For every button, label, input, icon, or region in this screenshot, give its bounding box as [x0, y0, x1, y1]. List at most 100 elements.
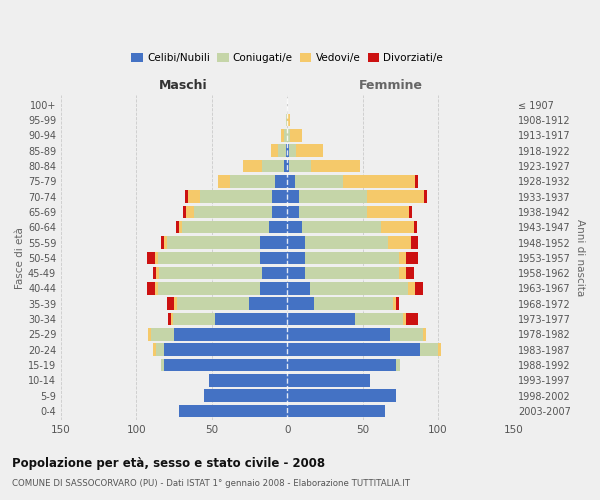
Bar: [159, 267, 262, 280]
Bar: [182, 221, 269, 234]
Bar: [186, 206, 194, 218]
Bar: [287, 144, 289, 157]
Bar: [250, 298, 287, 310]
Bar: [367, 190, 424, 203]
Bar: [287, 313, 355, 326]
Bar: [299, 206, 367, 218]
Bar: [287, 175, 295, 188]
Bar: [174, 328, 287, 340]
Text: Maschi: Maschi: [159, 79, 208, 92]
Bar: [167, 298, 174, 310]
Bar: [174, 298, 177, 310]
Bar: [167, 236, 260, 249]
Bar: [272, 190, 287, 203]
Bar: [415, 282, 423, 294]
Bar: [284, 160, 287, 172]
Bar: [179, 404, 287, 417]
Bar: [411, 236, 418, 249]
Bar: [403, 313, 406, 326]
Bar: [200, 190, 272, 203]
Bar: [286, 114, 287, 126]
Bar: [438, 344, 441, 356]
Bar: [284, 129, 287, 141]
Bar: [171, 313, 173, 326]
Bar: [173, 313, 215, 326]
Bar: [310, 282, 408, 294]
Bar: [355, 313, 403, 326]
Bar: [161, 358, 164, 372]
Bar: [287, 236, 305, 249]
Bar: [262, 160, 284, 172]
Bar: [367, 206, 409, 218]
Bar: [289, 144, 296, 157]
Bar: [185, 190, 188, 203]
Text: COMUNE DI SASSOCORVARO (PU) - Dati ISTAT 1° gennaio 2008 - Elaborazione TUTTITAL: COMUNE DI SASSOCORVARO (PU) - Dati ISTAT…: [12, 479, 410, 488]
Bar: [302, 221, 380, 234]
Bar: [287, 344, 420, 356]
Bar: [399, 252, 406, 264]
Bar: [278, 144, 286, 157]
Bar: [390, 328, 423, 340]
Bar: [399, 267, 406, 280]
Bar: [287, 206, 299, 218]
Bar: [287, 252, 305, 264]
Bar: [188, 190, 200, 203]
Bar: [343, 175, 415, 188]
Bar: [179, 221, 182, 234]
Bar: [168, 313, 171, 326]
Legend: Celibi/Nubili, Coniugati/e, Vedovi/e, Divorziati/e: Celibi/Nubili, Coniugati/e, Vedovi/e, Di…: [127, 49, 447, 68]
Bar: [415, 175, 418, 188]
Bar: [396, 358, 400, 372]
Bar: [215, 313, 287, 326]
Bar: [289, 160, 311, 172]
Bar: [388, 236, 411, 249]
Bar: [271, 144, 278, 157]
Bar: [406, 313, 418, 326]
Bar: [408, 282, 415, 294]
Bar: [287, 190, 299, 203]
Bar: [296, 144, 323, 157]
Bar: [158, 282, 260, 294]
Bar: [176, 221, 179, 234]
Bar: [409, 206, 412, 218]
Bar: [287, 390, 396, 402]
Bar: [156, 344, 164, 356]
Bar: [148, 328, 151, 340]
Bar: [204, 390, 287, 402]
Bar: [151, 328, 174, 340]
Bar: [287, 328, 390, 340]
Bar: [287, 298, 314, 310]
Bar: [424, 190, 427, 203]
Bar: [155, 282, 158, 294]
Bar: [161, 236, 164, 249]
Bar: [305, 252, 399, 264]
Bar: [269, 221, 287, 234]
Bar: [155, 252, 158, 264]
Bar: [305, 236, 388, 249]
Bar: [314, 298, 393, 310]
Bar: [287, 267, 305, 280]
Bar: [260, 236, 287, 249]
Y-axis label: Fasce di età: Fasce di età: [15, 227, 25, 289]
Y-axis label: Anni di nascita: Anni di nascita: [575, 219, 585, 296]
Bar: [262, 267, 287, 280]
Bar: [287, 404, 385, 417]
Bar: [305, 267, 399, 280]
Bar: [286, 144, 287, 157]
Bar: [287, 374, 370, 386]
Bar: [295, 175, 343, 188]
Bar: [260, 252, 287, 264]
Bar: [147, 282, 155, 294]
Bar: [156, 267, 159, 280]
Bar: [414, 221, 417, 234]
Bar: [420, 344, 438, 356]
Bar: [147, 252, 155, 264]
Bar: [158, 252, 260, 264]
Bar: [281, 129, 284, 141]
Bar: [396, 298, 399, 310]
Bar: [218, 175, 230, 188]
Bar: [275, 175, 287, 188]
Bar: [406, 252, 418, 264]
Bar: [153, 344, 156, 356]
Bar: [164, 236, 167, 249]
